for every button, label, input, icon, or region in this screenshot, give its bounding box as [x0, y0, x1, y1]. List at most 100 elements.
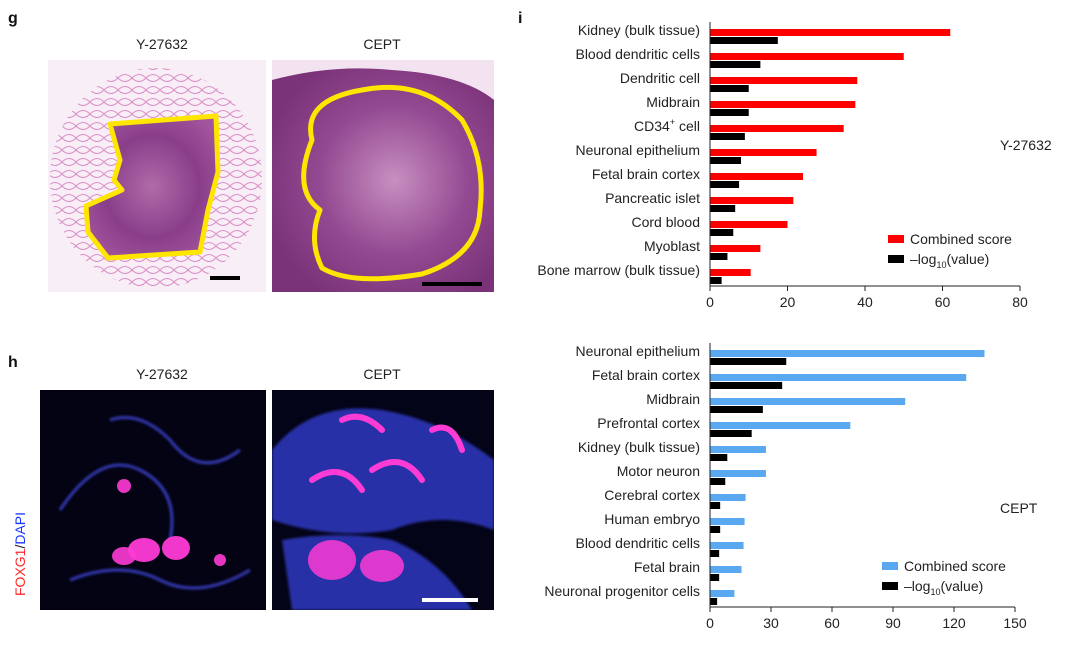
bar-neg-log10: [710, 526, 721, 533]
fluor-tissue-cept: [272, 408, 494, 610]
category-label: Midbrain: [646, 391, 700, 407]
legend-label: Combined score: [904, 558, 1006, 574]
panel-letter-i: i: [518, 10, 523, 27]
bar-neg-log10: [710, 574, 720, 581]
bar-combined-score: [710, 149, 817, 156]
fluor-image-cept: [272, 390, 494, 610]
bar-neg-log10: [710, 454, 728, 461]
x-tick-label: 60: [935, 294, 951, 310]
x-tick-label: 90: [885, 615, 901, 631]
bar-combined-score: [710, 197, 794, 204]
h-left-title: Y-27632: [136, 366, 188, 382]
bar-combined-score: [710, 590, 735, 597]
legend-swatch: [882, 562, 898, 570]
bar-combined-score: [710, 350, 985, 357]
bar-combined-score: [710, 446, 766, 453]
category-label: Prefrontal cortex: [597, 415, 700, 431]
category-label: Cerebral cortex: [604, 487, 700, 503]
bar-neg-log10: [710, 358, 787, 365]
bar-neg-log10: [710, 109, 749, 116]
category-label: Neuronal epithelium: [575, 343, 700, 359]
x-tick-label: 60: [824, 615, 840, 631]
chart-cept: Neuronal epithelium Fetal brain cortex Mid…: [544, 343, 1038, 631]
bar-neg-log10: [710, 181, 740, 188]
legend-swatch: [888, 255, 904, 263]
yellow-outline: [83, 113, 221, 261]
h-right-title: CEPT: [363, 366, 401, 382]
bar-neg-log10: [710, 502, 721, 509]
bar-neg-log10: [710, 406, 763, 413]
bar-neg-log10: [710, 205, 736, 212]
bar-neg-log10: [710, 61, 761, 68]
category-label: Pancreatic islet: [605, 190, 700, 206]
foxg1-signal: [309, 413, 465, 493]
he-tissue-y27632: [50, 68, 262, 288]
fluor-image-y27632: [40, 390, 266, 610]
category-label: Midbrain: [646, 94, 700, 110]
he-image-y27632: [48, 60, 266, 292]
x-tick-label: 0: [706, 294, 714, 310]
category-label: Blood dendritic cells: [575, 46, 700, 62]
stain-dapi: DAPI: [12, 511, 28, 545]
bar-combined-score: [710, 518, 745, 525]
foxg1-cluster: [308, 540, 404, 582]
legend-label: –log10(value): [904, 578, 983, 597]
x-tick-label: 20: [780, 294, 796, 310]
bar-combined-score: [710, 374, 967, 381]
category-label: Human embryo: [604, 511, 700, 527]
bar-combined-score: [710, 245, 761, 252]
bar-neg-log10: [710, 277, 722, 284]
category-label: Blood dendritic cells: [575, 535, 700, 551]
bar-neg-log10: [710, 598, 718, 605]
g-right-title: CEPT: [363, 36, 401, 52]
x-tick-label: 150: [1003, 615, 1027, 631]
category-label: Myoblast: [644, 238, 700, 254]
bar-combined-score: [710, 173, 803, 180]
bar-combined-score: [710, 77, 858, 84]
category-label: Fetal brain cortex: [592, 367, 700, 383]
fluor-tissue-y27632: [58, 416, 251, 590]
g-left-title: Y-27632: [136, 36, 188, 52]
legend-label: Combined score: [910, 231, 1012, 247]
foxg1-signal: [112, 479, 226, 566]
category-label: Motor neuron: [617, 463, 700, 479]
panel-letter-g: g: [8, 10, 18, 27]
scale-bar: [422, 282, 482, 286]
bar-neg-log10: [710, 253, 728, 260]
bar-neg-log10: [710, 85, 749, 92]
x-tick-label: 30: [763, 615, 779, 631]
bar-combined-score: [710, 542, 744, 549]
bar-neg-log10: [710, 37, 778, 44]
category-label: Kidney (bulk tissue): [578, 439, 700, 455]
bar-combined-score: [710, 125, 844, 132]
category-label: CD34+ cell: [634, 117, 700, 134]
bar-neg-log10: [710, 550, 720, 557]
bar-combined-score: [710, 494, 746, 501]
scale-bar: [422, 598, 478, 602]
bar-neg-log10: [710, 157, 741, 164]
he-inner-tissue: [272, 68, 494, 292]
he-tissue-cept: [272, 60, 494, 292]
category-label: Fetal brain cortex: [592, 166, 700, 182]
bar-combined-score: [710, 29, 951, 36]
bar-neg-log10: [710, 133, 745, 140]
bar-combined-score: [710, 422, 851, 429]
chart-y27632: Kidney (bulk tissue) Blood dendritic cell…: [537, 22, 1052, 310]
bar-combined-score: [710, 470, 766, 477]
category-label: Dendritic cell: [620, 70, 700, 86]
x-tick-label: 120: [942, 615, 966, 631]
bar-combined-score: [710, 53, 904, 60]
category-label: Cord blood: [632, 214, 701, 230]
scale-bar: [210, 276, 240, 280]
legend-swatch: [888, 235, 904, 243]
he-image-cept: [272, 60, 494, 292]
bar-combined-score: [710, 566, 742, 573]
yellow-outline: [301, 84, 484, 282]
category-label: Neuronal progenitor cells: [544, 583, 700, 599]
stain-label: FOXG1/DAPI: [12, 512, 28, 596]
bar-neg-log10: [710, 430, 752, 437]
x-tick-label: 0: [706, 615, 714, 631]
stain-foxg1: FOXG1: [12, 548, 28, 596]
legend-swatch: [882, 582, 898, 590]
condition-label: Y-27632: [1000, 137, 1052, 153]
